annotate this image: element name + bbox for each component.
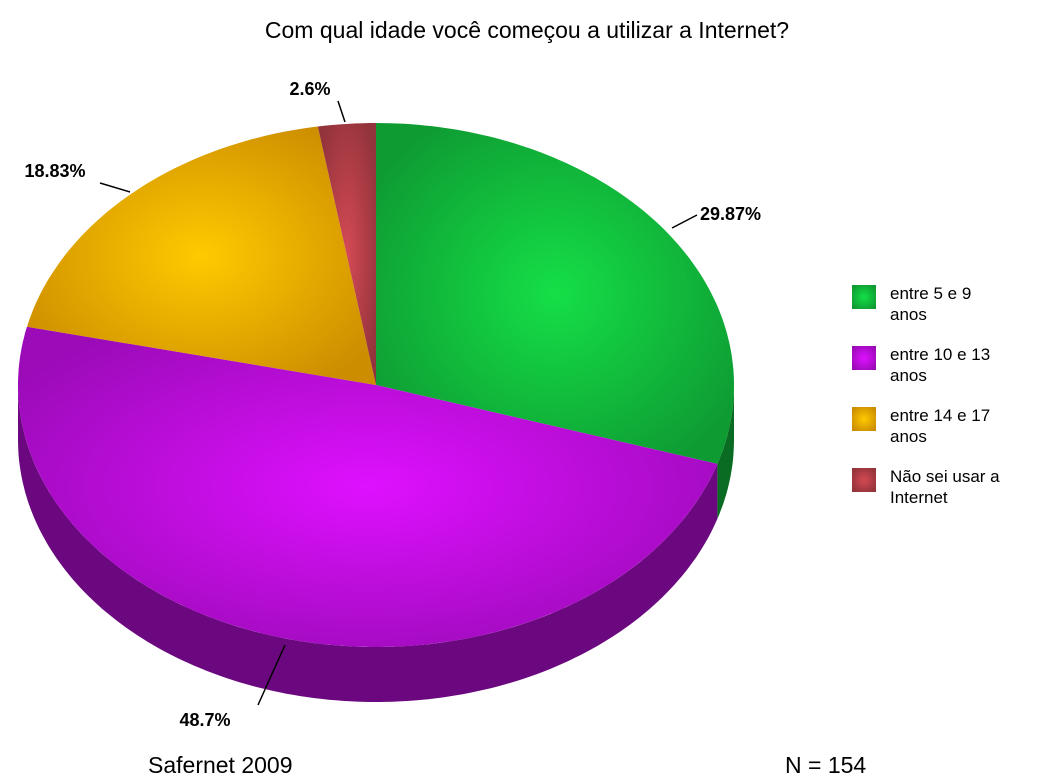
pie-slice: [317, 123, 376, 385]
sample-note: N = 154: [785, 752, 866, 778]
pie-side: [18, 385, 718, 702]
legend-label: Não sei usar a Internet: [890, 467, 1000, 507]
leader-line: [671, 214, 698, 229]
legend-swatch: [852, 285, 876, 309]
source-note: Safernet 2009: [148, 752, 293, 778]
legend-label: entre 5 e 9 anos: [890, 284, 972, 324]
leader-line: [99, 182, 131, 193]
legend-label: entre 10 e 13 anos: [890, 345, 991, 385]
legend-label: entre 14 e 17 anos: [890, 406, 991, 446]
data-label: 29.87%: [700, 204, 761, 224]
leader-line: [337, 100, 346, 123]
legend-swatch: [852, 407, 876, 431]
pie-side: [717, 385, 734, 519]
leader-line: [257, 644, 286, 706]
data-label: 18.83%: [24, 161, 85, 181]
pie-slice: [27, 126, 376, 385]
chart-title: Com qual idade você começou a utilizar a…: [265, 17, 789, 43]
pie-slice: [18, 326, 718, 647]
data-label: 48.7%: [179, 710, 230, 730]
data-label: 2.6%: [289, 79, 330, 99]
legend-swatch: [852, 346, 876, 370]
pie-slice: [376, 123, 734, 464]
legend-swatch: [852, 468, 876, 492]
